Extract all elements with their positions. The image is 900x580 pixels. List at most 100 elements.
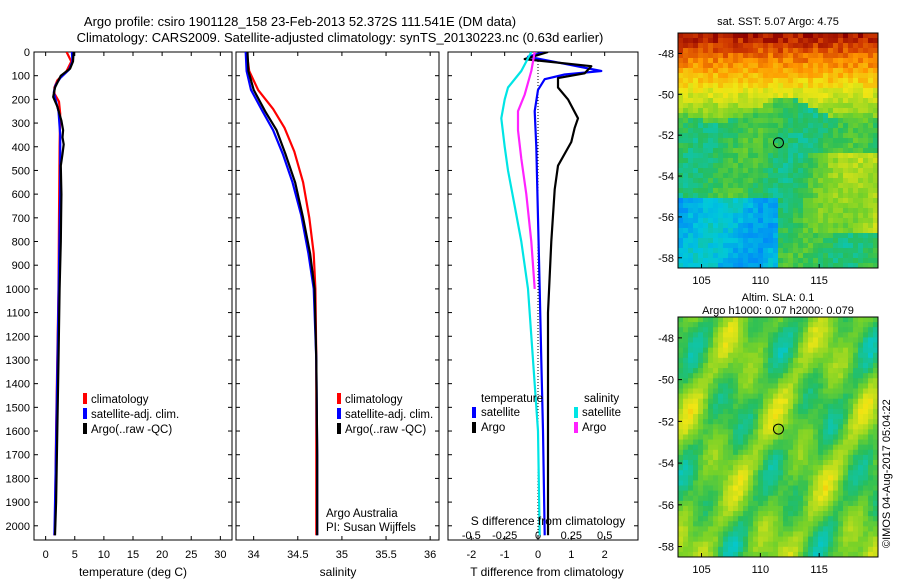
map-cell xyxy=(708,228,714,234)
map-cell xyxy=(753,158,759,164)
map-cell xyxy=(698,551,704,557)
map-cell xyxy=(813,163,819,169)
map-cell xyxy=(873,193,878,199)
map-cell xyxy=(773,388,779,395)
map-cell xyxy=(758,403,764,410)
map-cell xyxy=(723,362,729,369)
map-cell xyxy=(843,373,849,379)
map-cell xyxy=(873,511,878,517)
map-cell xyxy=(698,398,704,405)
map-cell xyxy=(843,526,849,533)
map-cell xyxy=(703,449,709,456)
map-cell xyxy=(678,485,684,492)
map-cell xyxy=(853,78,859,84)
map-cell xyxy=(763,228,769,234)
map-cell xyxy=(753,38,759,44)
map-cell xyxy=(768,138,774,144)
map-cell xyxy=(723,238,729,244)
map-cell xyxy=(833,243,839,249)
map-cell xyxy=(683,58,689,64)
map-cell xyxy=(688,511,694,517)
map-cell xyxy=(838,511,844,517)
map-cell xyxy=(778,233,784,239)
s-difference-axis-label: S difference from climatology xyxy=(471,514,626,528)
map-cell xyxy=(693,388,699,395)
map-cell xyxy=(678,388,684,395)
map-cell xyxy=(728,133,734,139)
map-cell xyxy=(708,198,714,204)
map-cell xyxy=(803,68,809,74)
map-cell xyxy=(813,403,819,410)
map-cell xyxy=(833,233,839,239)
map-cell xyxy=(678,118,684,124)
map-cell xyxy=(778,218,784,224)
map-cell xyxy=(698,327,704,333)
map-cell xyxy=(723,470,729,476)
map-cell xyxy=(743,153,749,159)
map-cell xyxy=(863,133,869,139)
map-cell xyxy=(783,208,789,214)
map-cell xyxy=(843,403,849,410)
map-cell xyxy=(713,218,719,224)
map-cell xyxy=(778,183,784,189)
map-cell xyxy=(768,541,774,548)
map-cell xyxy=(713,429,719,436)
map-cell xyxy=(818,123,824,129)
map-cell xyxy=(768,454,774,461)
map-cell xyxy=(823,158,829,164)
map-cell xyxy=(868,78,874,84)
map-cell xyxy=(698,83,704,89)
map-cell xyxy=(863,178,869,184)
map-cell xyxy=(758,138,764,144)
map-cell xyxy=(693,238,699,244)
map-cell xyxy=(833,223,839,229)
map-cell xyxy=(808,173,814,179)
map-cell xyxy=(723,233,729,239)
map-cell xyxy=(803,133,809,139)
map-cell xyxy=(783,193,789,199)
map-cell xyxy=(678,123,684,129)
map-cell xyxy=(713,63,719,69)
map-cell xyxy=(813,398,819,405)
map-cell xyxy=(753,485,759,492)
map-cell xyxy=(728,238,734,244)
map-cell xyxy=(863,347,869,354)
map-cell xyxy=(763,516,769,522)
map-cell xyxy=(773,228,779,234)
map-cell xyxy=(733,218,739,224)
map-cell xyxy=(703,38,709,44)
map-cell xyxy=(703,439,709,446)
map-cell xyxy=(738,352,744,359)
map-cell xyxy=(708,526,714,533)
map-cell xyxy=(803,83,809,89)
map-cell xyxy=(813,475,819,482)
map-cell xyxy=(843,108,849,114)
map-cell xyxy=(778,419,784,425)
map-cell xyxy=(748,403,754,410)
map-cell xyxy=(768,551,774,557)
map-cell xyxy=(808,480,814,487)
map-cell xyxy=(808,490,814,497)
map-cell xyxy=(718,459,724,466)
map-cell xyxy=(823,243,829,249)
map-cell xyxy=(873,434,878,441)
map-cell xyxy=(783,153,789,159)
map-cell xyxy=(683,143,689,149)
map-cell xyxy=(788,398,794,405)
map-cell xyxy=(843,551,849,557)
map-cell xyxy=(868,459,874,466)
map-cell xyxy=(698,208,704,214)
map-cell xyxy=(833,203,839,209)
map-cell xyxy=(813,138,819,144)
map-cell xyxy=(808,332,814,339)
map-cell xyxy=(848,93,854,99)
map-cell xyxy=(773,108,779,114)
map-cell xyxy=(823,342,829,349)
map-cell xyxy=(778,414,784,420)
map-cell xyxy=(723,444,729,451)
map-cell xyxy=(818,398,824,405)
map-cell xyxy=(718,108,724,114)
map-cell xyxy=(773,424,779,430)
map-cell xyxy=(868,373,874,379)
map-cell xyxy=(733,243,739,249)
